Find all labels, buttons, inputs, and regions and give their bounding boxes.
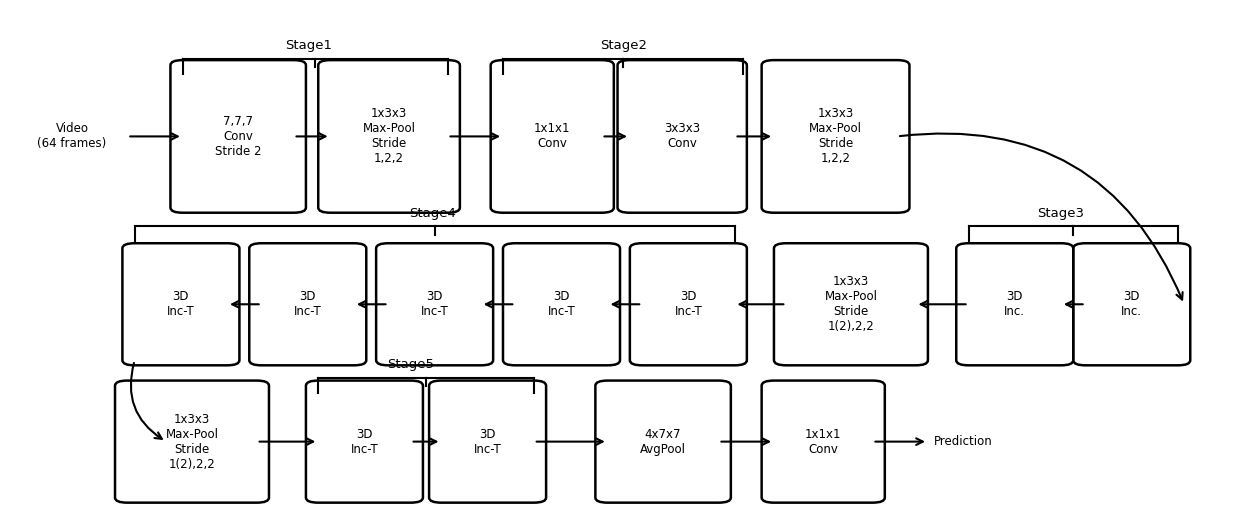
Text: Prediction: Prediction [934, 435, 993, 448]
Text: Stage3: Stage3 [1038, 207, 1085, 220]
FancyBboxPatch shape [319, 60, 460, 212]
Text: 1x1x1
Conv: 1x1x1 Conv [534, 123, 570, 150]
Text: 3D
Inc-T: 3D Inc-T [548, 290, 575, 318]
Text: 3D
Inc-T: 3D Inc-T [351, 428, 378, 455]
FancyBboxPatch shape [115, 381, 269, 503]
Text: 3D
Inc-T: 3D Inc-T [420, 290, 449, 318]
FancyBboxPatch shape [761, 60, 909, 212]
Text: Stage4: Stage4 [409, 207, 456, 220]
Text: 3D
Inc-T: 3D Inc-T [167, 290, 195, 318]
FancyBboxPatch shape [123, 243, 239, 366]
FancyBboxPatch shape [503, 243, 620, 366]
FancyBboxPatch shape [376, 243, 494, 366]
Text: Video
(64 frames): Video (64 frames) [37, 123, 107, 150]
FancyBboxPatch shape [630, 243, 746, 366]
Text: 7,7,7
Conv
Stride 2: 7,7,7 Conv Stride 2 [215, 115, 262, 158]
Text: 3D
Inc-T: 3D Inc-T [294, 290, 321, 318]
Text: 3D
Inc.: 3D Inc. [1121, 290, 1142, 318]
Text: 3D
Inc.: 3D Inc. [1004, 290, 1025, 318]
FancyBboxPatch shape [774, 243, 928, 366]
FancyBboxPatch shape [595, 381, 730, 503]
Text: 1x3x3
Max-Pool
Stride
1,2,2: 1x3x3 Max-Pool Stride 1,2,2 [362, 108, 415, 165]
Text: 3D
Inc-T: 3D Inc-T [474, 428, 501, 455]
Text: 1x3x3
Max-Pool
Stride
1,2,2: 1x3x3 Max-Pool Stride 1,2,2 [808, 108, 862, 165]
Text: Stage5: Stage5 [387, 358, 434, 371]
Text: 3D
Inc-T: 3D Inc-T [675, 290, 702, 318]
Text: 1x3x3
Max-Pool
Stride
1(2),2,2: 1x3x3 Max-Pool Stride 1(2),2,2 [165, 413, 218, 470]
FancyBboxPatch shape [170, 60, 306, 212]
Text: Stage1: Stage1 [285, 39, 332, 52]
FancyBboxPatch shape [249, 243, 366, 366]
Text: 1x3x3
Max-Pool
Stride
1(2),2,2: 1x3x3 Max-Pool Stride 1(2),2,2 [825, 275, 878, 333]
Text: 3x3x3
Conv: 3x3x3 Conv [665, 123, 701, 150]
FancyBboxPatch shape [1074, 243, 1190, 366]
FancyBboxPatch shape [956, 243, 1074, 366]
FancyBboxPatch shape [761, 381, 885, 503]
Text: Stage2: Stage2 [600, 39, 647, 52]
FancyBboxPatch shape [618, 60, 746, 212]
FancyBboxPatch shape [491, 60, 614, 212]
Text: 1x1x1
Conv: 1x1x1 Conv [805, 428, 842, 455]
FancyBboxPatch shape [306, 381, 423, 503]
Text: 4x7x7
AvgPool: 4x7x7 AvgPool [640, 428, 686, 455]
FancyBboxPatch shape [429, 381, 546, 503]
